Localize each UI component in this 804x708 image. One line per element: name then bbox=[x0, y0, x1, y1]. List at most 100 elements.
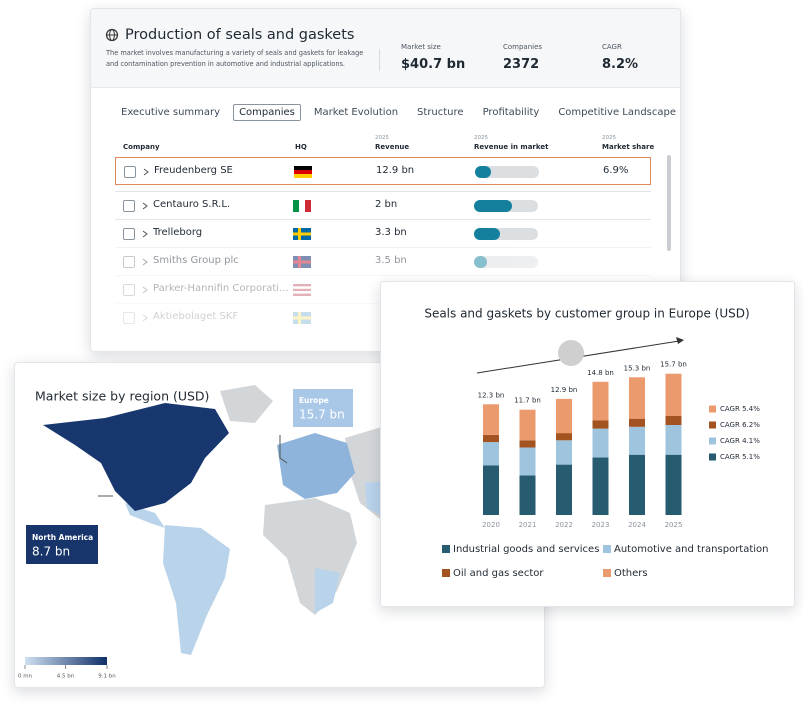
flag-stripe bbox=[293, 200, 299, 212]
chart-panel: Seals and gaskets by customer group in E… bbox=[380, 281, 795, 607]
chart: Seals and gaskets by customer group in E… bbox=[424, 307, 768, 580]
tab[interactable]: Competitive Landscape bbox=[558, 107, 677, 118]
cagr-label: CAGR 5.4% bbox=[720, 405, 760, 413]
callout-name: Europe bbox=[299, 396, 329, 405]
legend-swatch bbox=[603, 545, 611, 553]
header-description: The market involves manufacturing a vari… bbox=[106, 49, 364, 68]
column-header: HQ bbox=[295, 143, 307, 151]
tab[interactable]: Market Evolution bbox=[313, 107, 399, 118]
callout-value: 15.7 bn bbox=[299, 408, 345, 422]
bar-segment bbox=[556, 433, 572, 441]
bar-segment bbox=[592, 381, 609, 421]
checkbox[interactable] bbox=[124, 166, 136, 178]
cagr-label: CAGR 4.1% bbox=[720, 437, 760, 445]
south-africa bbox=[315, 568, 340, 613]
column-header: Market share bbox=[602, 143, 655, 151]
revenue: 12.9 bn bbox=[376, 165, 415, 176]
bar-segment bbox=[665, 425, 682, 455]
south-america bbox=[163, 525, 230, 655]
company-name: Aktiebolaget SKF bbox=[153, 311, 239, 322]
cagr-swatch bbox=[709, 453, 716, 461]
company-name: Parker-Hannifin Corporati... bbox=[153, 283, 289, 294]
cagr-swatch bbox=[709, 421, 716, 429]
table-row[interactable]: Parker-Hannifin Corporati... bbox=[115, 275, 651, 303]
flag-cross bbox=[293, 260, 311, 264]
bar-segment bbox=[629, 454, 645, 515]
flag-stripe bbox=[305, 200, 311, 212]
expand-chevron[interactable] bbox=[141, 285, 149, 295]
table-row[interactable]: Freudenberg SE 12.9 bn 6.9% bbox=[115, 157, 651, 185]
table-row[interactable]: Trelleborg 3.3 bn bbox=[115, 219, 651, 247]
bar-segment bbox=[629, 426, 645, 455]
legend-label: Oil and gas sector bbox=[453, 568, 544, 579]
scale-label: 4.5 bn bbox=[57, 674, 75, 680]
tab[interactable]: Structure bbox=[417, 107, 464, 118]
column-header: Revenue in market bbox=[474, 143, 549, 151]
table-row[interactable]: Centauro S.R.L. 2 bn bbox=[115, 191, 651, 219]
bar-segment bbox=[483, 404, 499, 435]
revenue: 2 bn bbox=[375, 199, 398, 210]
flag-stripe bbox=[294, 174, 312, 178]
checkbox[interactable] bbox=[123, 228, 135, 240]
bar-segment bbox=[629, 418, 645, 427]
connector bbox=[279, 435, 288, 464]
flag bbox=[293, 256, 311, 268]
cagr-swatch bbox=[709, 437, 716, 445]
header-band bbox=[91, 9, 680, 88]
bar-track bbox=[475, 166, 539, 178]
expand-chevron[interactable] bbox=[141, 257, 149, 267]
expand-chevron[interactable] bbox=[141, 201, 149, 211]
flag bbox=[294, 166, 312, 178]
total-label: 15.3 bn bbox=[624, 364, 651, 372]
tab[interactable]: Executive summary bbox=[121, 107, 221, 118]
flag-field bbox=[293, 312, 311, 324]
europe bbox=[277, 433, 355, 499]
tab[interactable]: Companies bbox=[233, 104, 301, 121]
x-tick-label: 2025 bbox=[665, 521, 683, 529]
stat-label: Market size bbox=[401, 43, 441, 51]
callout-box bbox=[26, 525, 98, 564]
expand-chevron[interactable] bbox=[141, 313, 149, 323]
flag-stripe bbox=[299, 200, 305, 212]
globe-icon bbox=[105, 28, 119, 42]
total-label: 12.9 bn bbox=[551, 386, 578, 394]
column-year: 2025 bbox=[375, 135, 389, 141]
bar-segment bbox=[483, 465, 499, 515]
cagr-label: CAGR 6.2% bbox=[720, 421, 760, 429]
checkbox[interactable] bbox=[123, 312, 135, 324]
tab[interactable]: Profitability bbox=[482, 107, 540, 118]
x-tick-label: 2021 bbox=[519, 521, 537, 529]
table-row[interactable]: Smiths Group plc 3.5 bn bbox=[115, 247, 651, 275]
company-name: Smiths Group plc bbox=[153, 255, 239, 266]
expand-chevron[interactable] bbox=[142, 167, 150, 177]
bar-segment bbox=[665, 416, 682, 425]
scale-bar bbox=[25, 657, 107, 665]
scale-label: 9.1 bn bbox=[98, 674, 116, 680]
x-tick-label: 2020 bbox=[482, 521, 500, 529]
x-tick-label: 2024 bbox=[628, 521, 646, 529]
cagr-swatch bbox=[709, 405, 716, 413]
legend-swatch bbox=[442, 569, 450, 577]
bar-segment bbox=[519, 440, 536, 448]
divider bbox=[379, 49, 380, 71]
cagr-label: CAGR 5.1% bbox=[720, 453, 760, 461]
flag bbox=[293, 228, 311, 240]
callout-name: North America bbox=[32, 533, 93, 542]
stat-value: 2372 bbox=[503, 57, 540, 72]
revenue: 3.3 bn bbox=[375, 227, 407, 238]
bar-fill bbox=[474, 256, 487, 268]
checkbox[interactable] bbox=[123, 284, 135, 296]
map-title: Market size by region (USD) bbox=[35, 389, 209, 404]
flag-stripe bbox=[293, 288, 311, 292]
greenland bbox=[220, 385, 273, 423]
bar-segment bbox=[629, 377, 645, 419]
flag bbox=[293, 200, 311, 212]
checkbox[interactable] bbox=[123, 200, 135, 212]
column-header: Company bbox=[123, 143, 160, 151]
total-label: 15.7 bn bbox=[660, 361, 687, 369]
bar-segment bbox=[665, 454, 682, 515]
flag-cross bbox=[293, 316, 311, 320]
checkbox[interactable] bbox=[123, 256, 135, 268]
expand-chevron[interactable] bbox=[141, 229, 149, 239]
bar-segment bbox=[592, 428, 609, 458]
